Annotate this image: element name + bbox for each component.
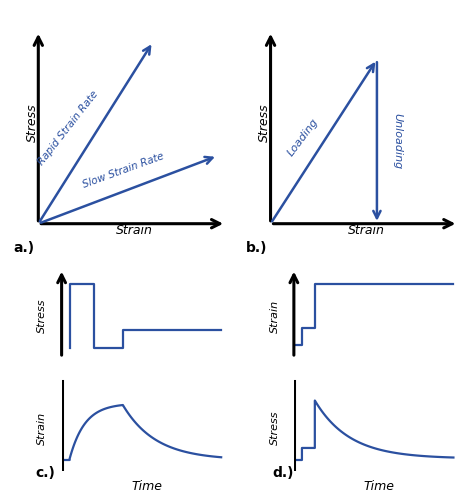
Text: Stress: Stress	[26, 104, 39, 142]
Text: c.): c.)	[36, 466, 55, 480]
Text: Loading: Loading	[285, 117, 320, 158]
Text: Time: Time	[131, 480, 163, 493]
Text: Time: Time	[364, 480, 395, 493]
Text: Rapid Strain Rate: Rapid Strain Rate	[36, 89, 100, 167]
Text: Stress: Stress	[37, 299, 47, 334]
Text: Strain: Strain	[348, 224, 385, 237]
Text: a.): a.)	[13, 241, 35, 255]
Text: Stress: Stress	[258, 104, 271, 142]
Text: Stress: Stress	[270, 411, 280, 445]
Text: d.): d.)	[273, 466, 294, 480]
Text: Slow Strain Rate: Slow Strain Rate	[82, 150, 166, 189]
Text: Unloading: Unloading	[393, 114, 403, 170]
Text: Strain: Strain	[116, 224, 153, 237]
Text: b.): b.)	[246, 241, 267, 255]
Text: Strain: Strain	[270, 300, 280, 333]
Text: Strain: Strain	[37, 411, 47, 445]
